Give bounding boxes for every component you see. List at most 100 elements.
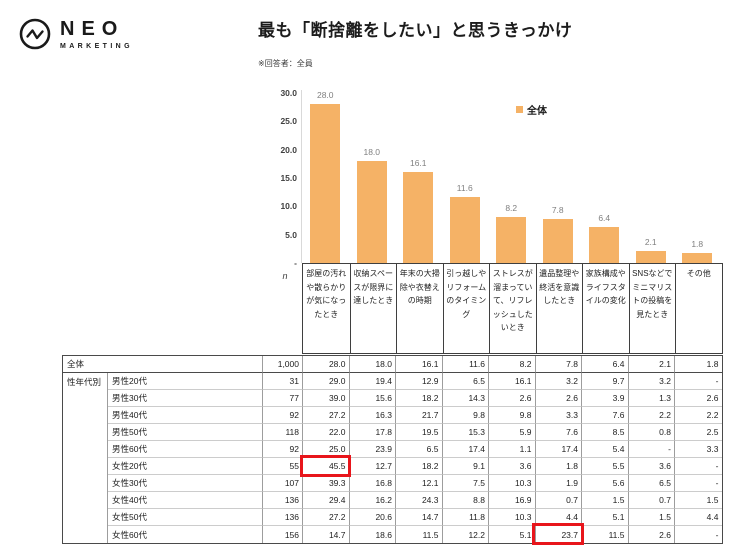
overall-value-cell: 1.8 <box>675 356 722 373</box>
category-header-cell: 部屋の汚れや散らかりが気になったとき <box>306 269 347 319</box>
value-cell: 14.7 <box>303 526 350 543</box>
y-axis-tick: 5.0 <box>285 229 297 240</box>
value-cell: 11.5 <box>582 526 629 543</box>
value-cell: 16.8 <box>349 475 396 492</box>
overall-n-value: 1,000 <box>263 356 303 373</box>
value-cell: 1.5 <box>628 509 675 526</box>
bar <box>310 104 341 263</box>
value-cell: 10.3 <box>489 509 536 526</box>
value-cell: 12.7 <box>349 458 396 475</box>
value-cell: 17.4 <box>535 441 582 458</box>
respondents-note: ※回答者：全員 <box>258 59 313 68</box>
subgroup-label: 女性60代 <box>108 526 263 543</box>
value-cell: 2.6 <box>535 390 582 407</box>
value-cell: 5.9 <box>489 424 536 441</box>
value-cell: 29.0 <box>303 373 350 390</box>
value-cell: 6.5 <box>396 441 443 458</box>
value-cell: 11.8 <box>442 509 489 526</box>
value-cell: 3.3 <box>675 441 722 458</box>
neo-marketing-logo-icon <box>18 17 52 51</box>
value-cell: 6.5 <box>442 373 489 390</box>
value-cell: 5.1 <box>582 509 629 526</box>
n-value: 31 <box>263 373 303 390</box>
overall-value-cell: 6.4 <box>582 356 629 373</box>
value-cell: 0.7 <box>628 492 675 509</box>
n-value: 156 <box>263 526 303 543</box>
value-cell: 2.6 <box>489 390 536 407</box>
overall-value-cell: 16.1 <box>396 356 443 373</box>
y-axis-tick: 30.0 <box>280 88 297 98</box>
value-cell: 45.5 <box>303 458 350 475</box>
value-cell: 25.0 <box>303 441 350 458</box>
value-cell: 22.0 <box>303 424 350 441</box>
value-cell: 7.5 <box>442 475 489 492</box>
overall-value-cell: 8.2 <box>489 356 536 373</box>
value-cell: 18.6 <box>350 526 396 543</box>
value-cell: - <box>675 373 722 390</box>
value-cell: 0.7 <box>535 492 582 509</box>
value-cell: 19.5 <box>396 424 443 441</box>
n-value: 55 <box>263 458 303 475</box>
legend-label: 全体 <box>527 106 547 117</box>
value-cell: 15.6 <box>349 390 396 407</box>
value-cell: 3.2 <box>535 373 582 390</box>
y-axis-tick: 10.0 <box>280 201 297 212</box>
value-cell: 16.9 <box>489 492 536 509</box>
value-cell: 9.7 <box>582 373 629 390</box>
n-value: 92 <box>263 407 303 424</box>
value-cell: 3.6 <box>628 458 675 475</box>
value-cell: 11.5 <box>396 526 443 543</box>
value-cell: 17.8 <box>349 424 396 441</box>
bar <box>635 251 666 263</box>
category-header-cell: 年末の大掃除や衣替えの時期 <box>396 264 443 353</box>
bar-value-label: 18.0 <box>363 147 381 157</box>
n-value: 92 <box>263 441 303 458</box>
value-cell: 1.5 <box>675 492 722 509</box>
value-cell: 18.2 <box>396 390 443 407</box>
value-cell: 7.6 <box>535 424 582 441</box>
value-cell: 4.4 <box>535 509 582 526</box>
bar-value-label: 11.6 <box>456 183 473 194</box>
value-cell: 21.7 <box>396 407 443 424</box>
value-cell: 3.9 <box>582 390 629 407</box>
logo-subtitle: MARKETING <box>60 42 133 50</box>
category-header-cell: 収納スペースが限界に達したとき <box>349 264 397 353</box>
value-cell: - <box>628 441 675 458</box>
value-cell: 18.2 <box>396 458 443 475</box>
y-axis-tick: 15.0 <box>280 173 297 183</box>
value-cell: 5.4 <box>582 441 629 458</box>
overall-value-cell: 11.6 <box>442 356 489 373</box>
subgroup-label: 女性20代 <box>108 458 263 475</box>
logo-name: NEO <box>60 17 125 40</box>
value-cell: 9.8 <box>489 407 536 424</box>
value-cell: 23.7 <box>536 526 582 543</box>
value-cell: 1.1 <box>489 441 536 458</box>
bar <box>542 218 573 263</box>
bar <box>496 216 527 263</box>
n-value: 136 <box>263 492 303 509</box>
bar <box>403 171 434 263</box>
value-cell: 27.2 <box>303 509 350 526</box>
value-cell: 15.3 <box>442 424 489 441</box>
value-cell: - <box>715 529 719 540</box>
value-cell: 17.4 <box>442 441 489 458</box>
value-cell: 12.1 <box>396 475 443 492</box>
value-cell: 16.3 <box>349 407 396 424</box>
y-axis-tick: 25.0 <box>280 116 297 127</box>
value-cell: 14.7 <box>396 509 443 526</box>
overall-value-cell: 18.0 <box>349 356 396 373</box>
value-cell: 9.8 <box>442 407 489 424</box>
y-axis-line <box>301 90 302 263</box>
overall-row-label: 全体 <box>63 356 263 373</box>
category-header-cell: 家族構成やライフスタイルの変化 <box>582 264 629 353</box>
value-cell: 16.2 <box>349 492 396 509</box>
n-value: 77 <box>263 390 303 407</box>
category-header-cell: SNSなどでミニマリストの投稿を見たとき <box>628 264 676 353</box>
overall-value-cell: 7.8 <box>535 356 582 373</box>
value-cell: 6.5 <box>628 475 675 492</box>
value-cell: 23.9 <box>349 441 396 458</box>
bar-value-label: 1.8 <box>691 238 704 249</box>
value-cell: 27.2 <box>303 407 350 424</box>
value-cell: 8.8 <box>442 492 489 509</box>
